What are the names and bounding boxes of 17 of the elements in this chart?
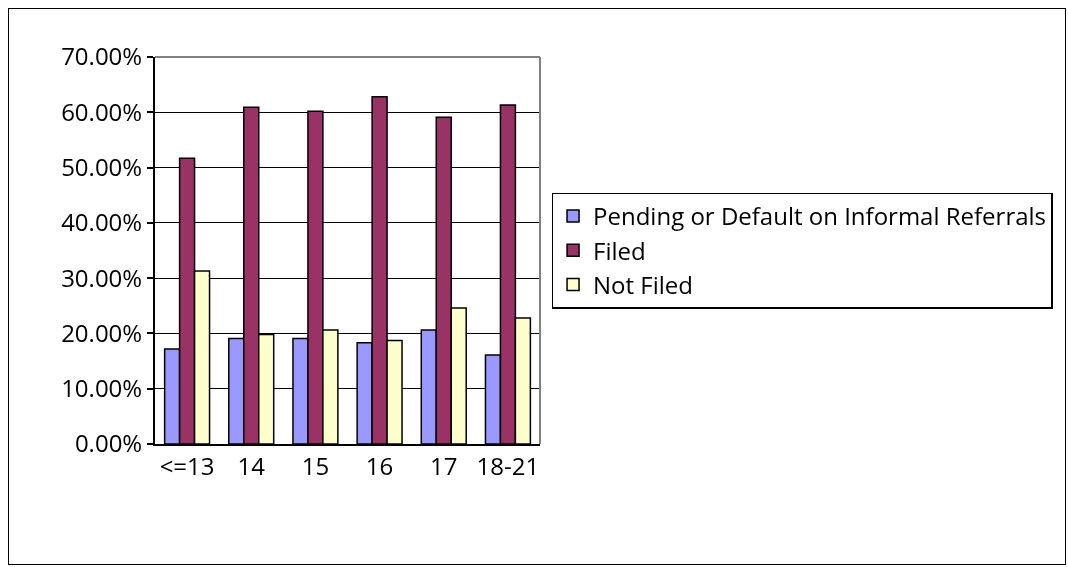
legend-label: Filed (593, 233, 646, 267)
y-tick-label: 70.00% (61, 39, 143, 73)
x-tick-label: 14 (237, 448, 266, 482)
x-tick-label: 18-21 (476, 448, 540, 482)
x-tick-label: 16 (365, 448, 394, 482)
y-tick-label: 10.00% (61, 371, 143, 405)
y-tick-label: 50.00% (61, 149, 143, 183)
x-tick-label: 15 (301, 448, 330, 482)
y-tick-label: 40.00% (61, 205, 143, 239)
x-tick-label: <=13 (159, 448, 215, 482)
y-tick-label: 60.00% (61, 94, 143, 128)
legend-label: Not Filed (593, 267, 694, 301)
legend-label: Pending or Default on Informal Referrals (593, 199, 1047, 233)
x-tick-label: 17 (430, 448, 458, 482)
y-tick-label: 30.00% (61, 260, 143, 294)
y-tick-label: 0.00% (74, 426, 143, 460)
y-tick-label: 20.00% (61, 315, 143, 349)
